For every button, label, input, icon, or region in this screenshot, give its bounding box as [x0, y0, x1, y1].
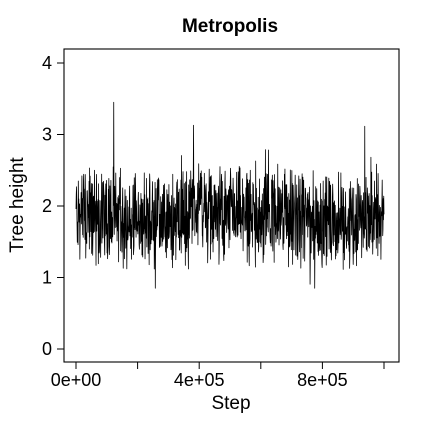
y-axis: 0 1 2 3 4: [42, 53, 64, 359]
series-line: [75, 101, 385, 289]
x-tick-label: 4e+05: [174, 370, 225, 390]
y-tick-label: 2: [42, 196, 52, 216]
x-tick-label: 8e+05: [297, 370, 348, 390]
series-layer: [75, 101, 385, 289]
y-tick-label: 3: [42, 125, 52, 145]
x-axis-label: Step: [211, 393, 250, 414]
y-axis-label: Tree height: [7, 157, 28, 253]
chart-title: Metropolis: [182, 16, 278, 37]
y-tick-label: 0: [42, 339, 52, 359]
y-tick-label: 4: [42, 53, 52, 73]
x-axis: 0e+00 4e+05 8e+05: [51, 362, 385, 390]
y-tick-label: 1: [42, 268, 52, 288]
x-tick-label: 0e+00: [51, 370, 102, 390]
